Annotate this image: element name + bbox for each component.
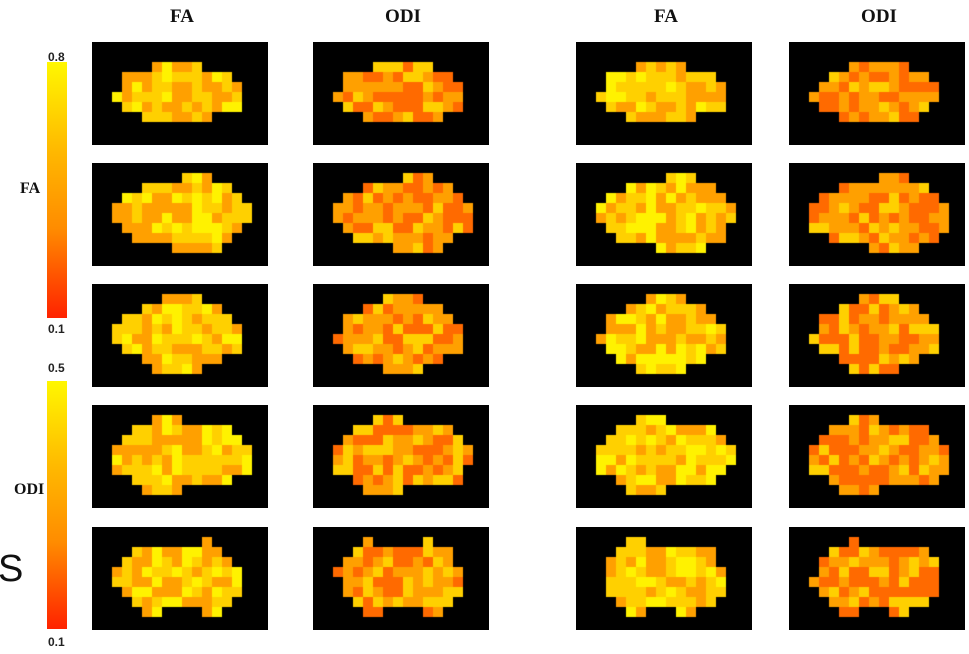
- slice-image: [576, 405, 752, 508]
- slice-image: [92, 405, 268, 508]
- slice-image: [313, 42, 489, 145]
- slice-image: [92, 42, 268, 145]
- slice-image: [313, 284, 489, 387]
- odi-scale-label: ODI: [14, 481, 45, 498]
- side-letter: S: [0, 548, 24, 590]
- column-header-fa-right: FA: [654, 6, 678, 27]
- slice-image: [313, 163, 489, 266]
- column-header-fa-left: FA: [170, 6, 194, 27]
- odi-scale-max: 0.5: [48, 361, 65, 375]
- slice-image: [576, 163, 752, 266]
- slice-image: [576, 42, 752, 145]
- slice-image: [92, 163, 268, 266]
- slice-image: [789, 163, 965, 266]
- column-header-odi-right: ODI: [861, 6, 897, 27]
- fa-scale-min: 0.1: [48, 322, 65, 336]
- slice-image: [576, 527, 752, 630]
- column-header-odi-left: ODI: [385, 6, 421, 27]
- slice-image: [92, 527, 268, 630]
- fa-scale-label: FA: [20, 180, 41, 197]
- slice-image: [313, 527, 489, 630]
- slice-image: [789, 527, 965, 630]
- slice-image: [576, 284, 752, 387]
- odi-scale-min: 0.1: [48, 635, 65, 649]
- odi-colorbar: [47, 381, 67, 629]
- slice-image: [789, 405, 965, 508]
- slice-image: [789, 284, 965, 387]
- slice-image: [92, 284, 268, 387]
- slice-image: [313, 405, 489, 508]
- fa-colorbar: [47, 62, 67, 318]
- slice-image: [789, 42, 965, 145]
- fa-scale-max: 0.8: [48, 50, 65, 64]
